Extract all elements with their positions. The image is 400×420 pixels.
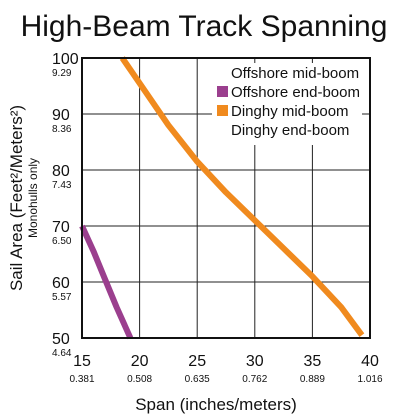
x-tick-sublabel: 0.508 (127, 374, 152, 385)
y-axis-label: Sail Area (Feet²/Meters²) (7, 105, 26, 291)
x-tick-sublabel: 0.381 (69, 374, 94, 385)
x-tick-label: 35 (304, 353, 322, 370)
legend-swatch (217, 86, 228, 97)
y-tick-sublabel: 4.64 (52, 348, 72, 359)
y-tick-label: 80 (52, 163, 70, 180)
y-tick-sublabel: 8.36 (52, 124, 72, 135)
y-tick-label: 90 (52, 107, 70, 124)
legend: Offshore mid-boom Offshore end-boom Dinghy… (212, 63, 362, 145)
x-tick-label: 15 (73, 353, 91, 370)
y-tick-sublabel: 9.29 (52, 68, 72, 79)
legend-entry: Dinghy mid-boom (231, 103, 349, 120)
series-line-1 (79, 224, 134, 340)
x-tick-sublabel: 0.889 (300, 374, 325, 385)
x-tick-label: 30 (246, 353, 264, 370)
x-tick-sublabel: 1.016 (357, 374, 382, 385)
x-tick-sublabel: 0.762 (242, 374, 267, 385)
legend-entry: Offshore mid-boom (231, 65, 359, 82)
y-tick-sublabel: 6.50 (52, 236, 72, 247)
y-tick-label: 60 (52, 275, 70, 292)
series-line-2 (119, 56, 365, 337)
y-tick-label: 50 (52, 331, 70, 348)
legend-entry: Dinghy end-boom (231, 122, 349, 139)
series-lines (79, 56, 365, 340)
y-tick-label: 100 (52, 51, 79, 68)
chart-title: High-Beam Track Spanning (21, 10, 388, 43)
legend-background (212, 63, 362, 145)
y-tick-sublabel: 5.57 (52, 292, 72, 303)
x-tick-sublabel: 0.635 (185, 374, 210, 385)
y-axis-note: Monohulls only (26, 158, 40, 238)
legend-swatch (217, 105, 228, 116)
x-tick-label: 25 (188, 353, 206, 370)
y-tick-sublabel: 7.43 (52, 180, 72, 191)
x-axis-ticks: 15 0.381 20 0.508 25 0.635 30 0.762 35 0.889 40 1.0… (69, 353, 382, 385)
x-axis-label: Span (inches/meters) (135, 395, 297, 414)
legend-entry: Offshore end-boom (231, 84, 360, 101)
x-tick-label: 20 (131, 353, 149, 370)
plot-area-border (81, 57, 371, 339)
y-tick-label: 70 (52, 219, 70, 236)
x-tick-label: 40 (361, 353, 379, 370)
